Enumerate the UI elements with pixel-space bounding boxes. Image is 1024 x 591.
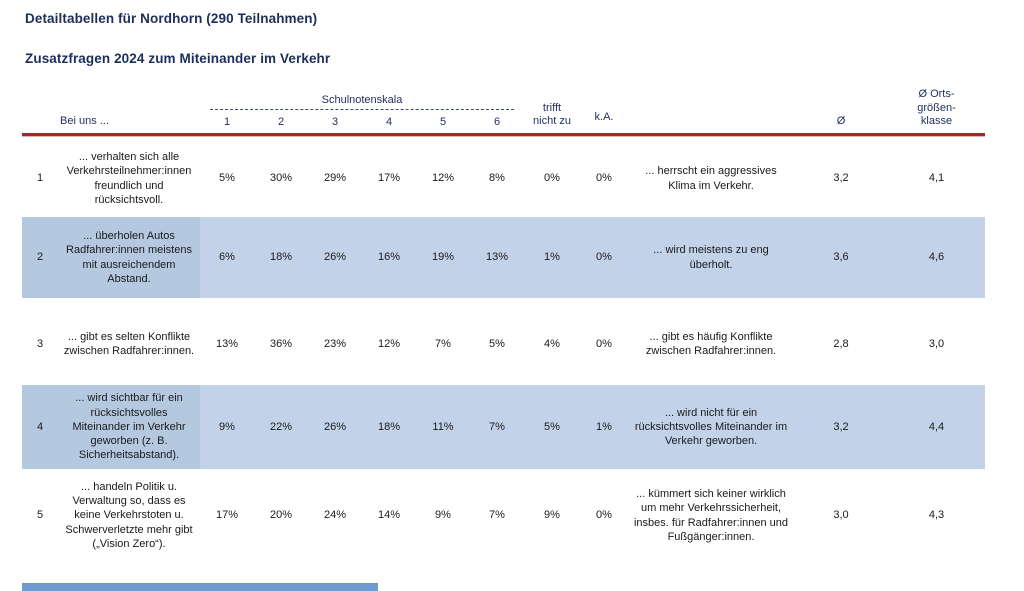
table-row: 2 ... überholen Autos Radfahrer:innen me…: [22, 217, 985, 298]
note-6-value: 8%: [489, 172, 505, 185]
note-6-value: 13%: [485, 251, 509, 264]
avg-value: 3,2: [833, 420, 849, 433]
column-header-note-6: 6: [493, 116, 501, 128]
row-number: 5: [36, 509, 44, 522]
note-2-value: 36%: [269, 337, 293, 350]
column-header-bei-uns: Bei uns ...: [60, 114, 109, 127]
detail-table: Bei uns ... Schulnotenskala 1 2 3 4 5 6 …: [22, 84, 985, 556]
row-number: 2: [22, 217, 58, 298]
trifft-nicht-zu-value: 0%: [544, 172, 560, 185]
avg-value: 3,0: [833, 509, 849, 522]
ka-value: 0%: [596, 251, 612, 264]
page-title: Detailtabellen für Nordhorn (290 Teilnah…: [25, 11, 318, 26]
table-row: 5 ... handeln Politik u. Verwaltung so, …: [22, 475, 985, 556]
ka-value: 0%: [596, 509, 612, 522]
column-header-note-2: 2: [277, 116, 285, 128]
note-2-value: 30%: [269, 172, 293, 185]
table-header-row: Bei uns ... Schulnotenskala 1 2 3 4 5 6 …: [22, 84, 985, 133]
note-5-value: 19%: [431, 251, 455, 264]
column-header-avg: Ø: [836, 114, 846, 127]
note-1-value: 17%: [215, 509, 239, 522]
question-positive: ... gibt es selten Konflikte zwischen Ra…: [63, 330, 195, 357]
schulnotenskala-group: Schulnotenskala 1 2 3 4 5 6: [200, 94, 524, 133]
row-number: 1: [36, 172, 44, 185]
note-4-value: 12%: [377, 337, 401, 350]
next-row-top-edge: [22, 583, 378, 591]
question-negative: ... kümmert sich keiner wirklich um mehr…: [633, 487, 789, 543]
note-3-value: 23%: [323, 337, 347, 350]
trifft-nicht-zu-value: 5%: [544, 420, 560, 433]
note-6-value: 7%: [489, 509, 505, 522]
question-positive: ... verhalten sich alle Verkehrsteilnehm…: [66, 150, 192, 206]
question-positive: ... handeln Politik u. Verwaltung so, da…: [65, 480, 193, 550]
question-negative: ... herrscht ein aggressives Klima im Ve…: [645, 165, 777, 192]
page-subtitle: Zusatzfragen 2024 zum Miteinander im Ver…: [25, 51, 331, 66]
note-2-value: 22%: [269, 420, 293, 433]
row-number: 3: [36, 337, 44, 350]
note-5-value: 11%: [432, 420, 454, 433]
column-header-trifft-nicht-zu: trifft nicht zu: [533, 101, 571, 127]
note-5-value: 9%: [435, 509, 451, 522]
column-header-note-4: 4: [385, 116, 393, 128]
note-1-value: 9%: [219, 420, 235, 433]
note-3-value: 26%: [323, 420, 347, 433]
row-number: 4: [22, 385, 58, 469]
note-1-value: 5%: [219, 172, 235, 185]
column-header-note-1: 1: [223, 116, 231, 128]
note-2-value: 18%: [269, 251, 293, 264]
scale-number-headers: 1 2 3 4 5 6: [200, 116, 524, 128]
column-header-schulnotenskala: Schulnotenskala: [321, 94, 403, 106]
note-6-value: 5%: [489, 337, 505, 350]
question-positive: ... wird sichtbar für ein rücksichtsvoll…: [58, 385, 200, 469]
avg-ortsgroessenklasse-value: 3,0: [928, 337, 945, 350]
note-5-value: 12%: [431, 172, 455, 185]
header-number-spacer: [22, 128, 58, 133]
avg-ortsgroessenklasse-value: 4,3: [928, 509, 945, 522]
question-negative: ... wird meistens zu eng überholt.: [653, 244, 769, 271]
column-header-note-5: 5: [439, 116, 447, 128]
trifft-nicht-zu-value: 9%: [544, 509, 560, 522]
note-4-value: 16%: [377, 251, 401, 264]
column-header-ortsgroessenklasse: Ø Orts- größen- klasse: [917, 88, 956, 127]
trifft-nicht-zu-value: 1%: [544, 251, 560, 264]
note-6-value: 7%: [489, 420, 505, 433]
column-header-note-3: 3: [331, 116, 339, 128]
table-row: 3 ... gibt es selten Konflikte zwischen …: [22, 310, 985, 378]
question-negative: ... gibt es häufig Konflikte zwischen Ra…: [645, 330, 777, 357]
note-4-value: 18%: [377, 420, 401, 433]
dashed-divider: [210, 109, 514, 110]
ka-value: 0%: [596, 172, 612, 185]
avg-value: 3,2: [833, 172, 849, 185]
note-1-value: 13%: [215, 337, 239, 350]
question-negative: ... wird nicht für ein rücksichtsvolles …: [634, 406, 788, 448]
note-3-value: 24%: [323, 509, 347, 522]
header-divider-line: [22, 133, 985, 136]
note-3-value: 29%: [323, 172, 347, 185]
ka-value: 0%: [596, 337, 612, 350]
column-header-ka: k.A.: [594, 110, 614, 123]
note-4-value: 17%: [377, 172, 401, 185]
ka-value: 1%: [596, 420, 612, 433]
note-1-value: 6%: [219, 251, 235, 264]
note-5-value: 7%: [435, 337, 451, 350]
avg-ortsgroessenklasse-value: 4,4: [928, 420, 945, 433]
avg-ortsgroessenklasse-value: 4,6: [928, 251, 945, 264]
table-row: 4 ... wird sichtbar für ein rücksichtsvo…: [22, 385, 985, 469]
avg-value: 3,6: [833, 251, 849, 264]
avg-ortsgroessenklasse-value: 4,1: [928, 172, 945, 185]
table-row: 1 ... verhalten sich alle Verkehrsteilne…: [22, 145, 985, 212]
note-4-value: 14%: [377, 509, 401, 522]
note-2-value: 20%: [269, 509, 293, 522]
header-negative-question-spacer: [628, 128, 794, 133]
question-positive: ... überholen Autos Radfahrer:innen meis…: [58, 217, 200, 298]
trifft-nicht-zu-value: 4%: [544, 337, 560, 350]
note-3-value: 26%: [323, 251, 347, 264]
avg-value: 2,8: [833, 337, 849, 350]
